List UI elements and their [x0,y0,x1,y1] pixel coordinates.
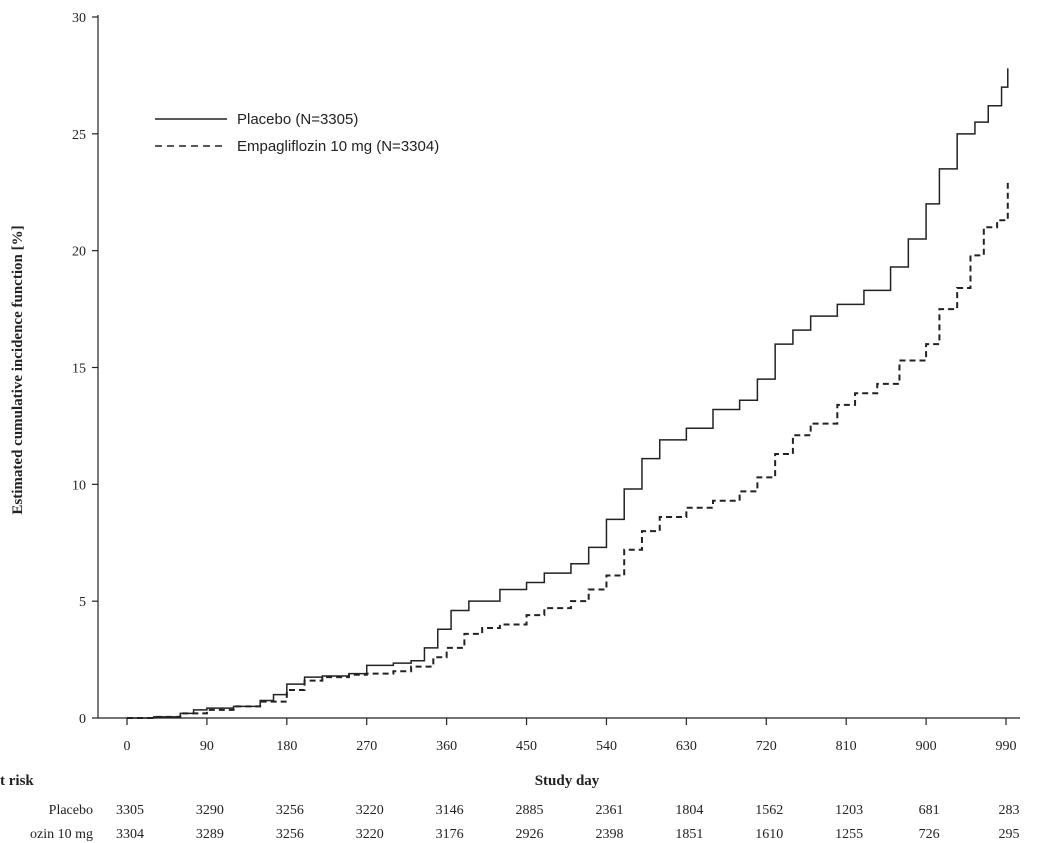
y-tick-label: 20 [72,245,86,260]
x-tick-label: 180 [276,739,297,754]
risk-table-cell: 3220 [356,827,384,842]
risk-table-cell: 2926 [516,827,544,842]
x-tick-label: 360 [436,739,457,754]
x-axis-title: Study day [535,773,600,789]
x-tick-label: 900 [916,739,937,754]
risk-table-cell: 1610 [755,827,783,842]
x-tick-label: 540 [596,739,617,754]
risk-table-cell: 726 [919,827,940,842]
risk-table-cell: 1255 [835,827,863,842]
risk-table-cell: 283 [999,803,1020,818]
y-axis-ticks: 0 5 10 15 20 25 30 [72,11,98,727]
risk-table-cell: 3256 [276,803,304,818]
y-tick-label: 10 [72,478,86,493]
x-axis-ticks: 0 90 180 270 360 450 540 630 720 810 900 990 [124,718,1017,754]
y-tick-label: 0 [79,712,86,727]
risk-row-label-placebo: Placebo [49,803,93,818]
risk-table-cell: 3146 [436,803,464,818]
risk-table-cell: 2361 [595,803,623,818]
risk-table-cell: 1804 [675,803,703,818]
x-tick-label: 630 [676,739,697,754]
series-line-empagliflozin [127,182,1009,719]
x-tick-label: 810 [836,739,857,754]
x-tick-label: 270 [356,739,377,754]
x-tick-label: 90 [200,739,214,754]
x-tick-label: 0 [124,739,131,754]
risk-table-cell: 3290 [196,803,224,818]
series-lines [127,68,1009,719]
risk-table-cells: 3305 3290 3256 3220 3146 2885 2361 1804 1562 1203… [116,803,1020,842]
y-tick-label: 25 [72,128,86,143]
risk-table-cell: 3289 [196,827,224,842]
risk-table-header: t risk [0,773,34,789]
risk-table-cell: 3305 [116,803,144,818]
risk-table-cell: 1562 [755,803,783,818]
risk-table: t risk Placebo ozin 10 mg 3305 3290 3256 32… [0,773,1020,842]
risk-table-cell: 1851 [675,827,703,842]
risk-table-cell: 2398 [595,827,623,842]
x-tick-label: 720 [756,739,777,754]
risk-table-cell: 1203 [835,803,863,818]
risk-table-cell: 681 [919,803,940,818]
x-tick-label: 990 [996,739,1017,754]
legend-label-empagliflozin: Empagliflozin 10 mg (N=3304) [237,138,439,155]
x-tick-label: 450 [516,739,537,754]
y-tick-label: 30 [72,11,86,26]
risk-table-cell: 3220 [356,803,384,818]
risk-table-cell: 3256 [276,827,304,842]
risk-row-label-empagliflozin: ozin 10 mg [30,827,93,842]
risk-table-cell: 3304 [116,827,144,842]
legend: Placebo (N=3305) Empagliflozin 10 mg (N=… [155,111,439,155]
risk-table-cell: 3176 [436,827,464,842]
risk-table-cell: 2885 [516,803,544,818]
legend-label-placebo: Placebo (N=3305) [237,111,358,128]
y-tick-label: 5 [79,595,86,610]
y-axis-title: Estimated cumulative incidence function … [10,225,26,514]
y-tick-label: 15 [72,362,86,377]
risk-table-cell: 295 [999,827,1020,842]
